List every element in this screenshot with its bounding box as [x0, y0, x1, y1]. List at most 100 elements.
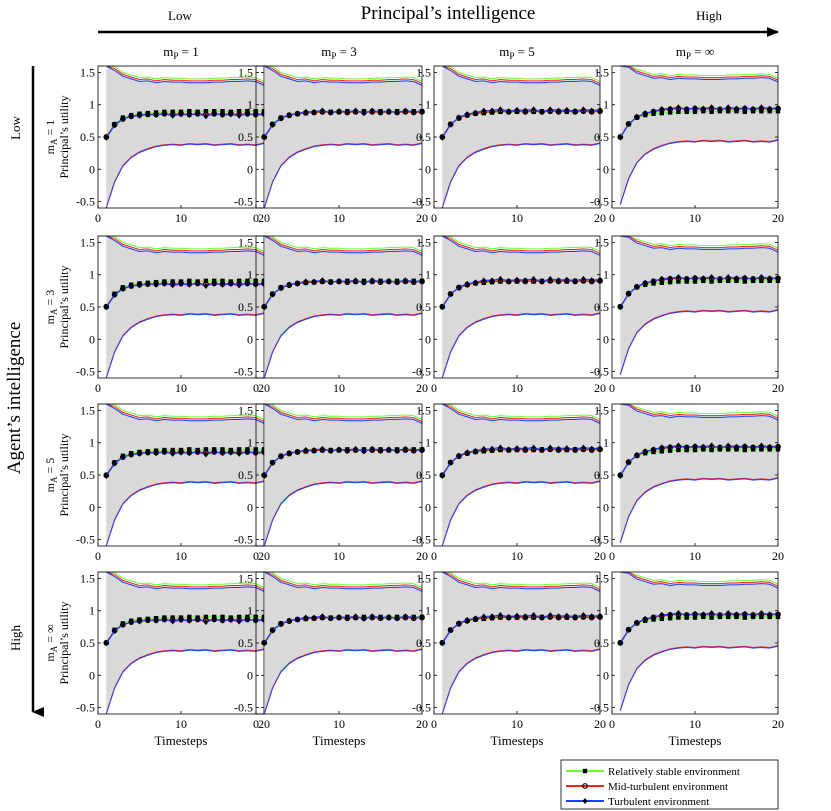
- legend: Relatively stable environment Mid-turbule…: [560, 759, 779, 810]
- series-1-point-15: [220, 278, 225, 284]
- series-3-point-14: [547, 106, 553, 113]
- series-3-point-19: [411, 278, 417, 285]
- series-3-point-9: [684, 106, 690, 113]
- y-tick-label: 1: [603, 98, 609, 112]
- series-3-point-13: [539, 108, 545, 115]
- series-3-point-4: [128, 619, 134, 626]
- row-title: mA = ∞: [43, 624, 59, 661]
- y-tick-label: -0.5: [76, 533, 95, 547]
- y-tick-label: 1: [247, 436, 253, 450]
- series-3-point-6: [481, 277, 487, 284]
- series-3-point-4: [642, 448, 648, 455]
- series-3-point-12: [195, 616, 200, 623]
- series-1-point-17: [236, 278, 242, 284]
- range-band: [106, 572, 264, 714]
- x-tick-label: 10: [333, 211, 345, 225]
- band-lower-2: [441, 480, 601, 546]
- series-3-point-19: [767, 105, 773, 112]
- x-tick-label: 10: [333, 549, 345, 563]
- band-lower-3: [105, 648, 265, 715]
- series-3-point-6: [481, 107, 487, 114]
- series-3-point-1: [103, 304, 109, 311]
- band-lower-2: [105, 480, 265, 546]
- y-tick-label: -0.5: [590, 195, 609, 209]
- top-high-label: High: [696, 8, 723, 23]
- series-3-point-15: [734, 105, 739, 112]
- x-tick-label: 10: [333, 717, 345, 731]
- band-lower-2: [263, 480, 423, 546]
- y-tick-label: 0: [247, 332, 253, 346]
- x-tick-label: 0: [95, 211, 101, 225]
- band-lower-3: [441, 648, 601, 715]
- series-3-point-19: [411, 108, 417, 115]
- y-tick-label: 1.5: [80, 403, 95, 417]
- band-upper-3: [442, 403, 601, 424]
- series-1-point-7: [667, 448, 673, 453]
- band-lower-3: [441, 142, 601, 209]
- series-3-point-16: [386, 277, 392, 284]
- series-3-point-7: [311, 614, 317, 621]
- range-band: [106, 236, 264, 378]
- y-tick-label: 1: [425, 268, 431, 282]
- band-upper-2: [620, 571, 779, 587]
- series-3-point-5: [295, 616, 300, 623]
- y-axis-label: Principal’s utility: [57, 602, 71, 685]
- series-3-point-12: [709, 273, 714, 280]
- series-3-point-1: [103, 134, 109, 141]
- series-1-point-17: [236, 108, 242, 114]
- row-title-sub: A: [49, 138, 59, 145]
- series-3-point-10: [178, 449, 184, 456]
- series-3-point-6: [659, 611, 665, 618]
- band-upper-3: [264, 571, 423, 592]
- x-tick-label: 20: [258, 381, 270, 395]
- series-3-point-5: [137, 618, 142, 625]
- series-3-point-14: [369, 277, 375, 284]
- y-tick-label: 0: [603, 668, 609, 682]
- band-upper-1: [264, 65, 423, 82]
- band-lower-3: [105, 312, 265, 379]
- x-tick-label: 20: [594, 717, 606, 731]
- series-3-point-9: [328, 447, 334, 454]
- band-lower-3: [263, 312, 423, 379]
- series-3-point-10: [336, 108, 342, 115]
- series-3-point-3: [634, 283, 640, 290]
- y-tick-label: 1.5: [238, 65, 253, 79]
- x-tick-label: 0: [609, 717, 615, 731]
- series-3-point-1: [103, 640, 109, 647]
- series-3-point-4: [128, 451, 134, 458]
- range-band: [442, 236, 600, 378]
- legend-label-2: Mid-turbulent environment: [608, 781, 728, 793]
- series-1-point-13: [203, 447, 209, 452]
- band-upper-2: [620, 65, 779, 81]
- series-3-point-15: [220, 281, 225, 288]
- row-title: mA = 3: [43, 290, 59, 325]
- x-tick-label: 0: [609, 211, 615, 225]
- y-tick-label: 1: [247, 604, 253, 618]
- series-3-point-1: [439, 472, 445, 479]
- series-3-point-3: [278, 620, 284, 627]
- series-3-point-16: [742, 274, 748, 281]
- series-1-point-8: [676, 109, 681, 115]
- series-3-point-7: [153, 281, 159, 288]
- series-1-point-11: [187, 278, 192, 284]
- y-tick-label: 1.5: [594, 65, 609, 79]
- y-tick-label: 0: [247, 162, 253, 176]
- range-band: [264, 236, 422, 378]
- y-tick-label: 1.5: [594, 403, 609, 417]
- series-1-point-12: [709, 447, 714, 453]
- y-tick-label: 0.5: [80, 300, 95, 314]
- series-3-point-10: [514, 276, 520, 283]
- series-3-point-16: [742, 610, 748, 617]
- x-tick-label: 20: [258, 549, 270, 563]
- band-upper-2: [264, 235, 423, 254]
- series-3-point-13: [717, 106, 723, 113]
- series-3-point-3: [634, 451, 640, 458]
- range-band: [106, 66, 264, 208]
- series-3-point-10: [336, 613, 342, 620]
- series-1-point-16: [742, 447, 747, 453]
- y-axis-label: Principal’s utility: [57, 96, 71, 179]
- series-3-point-5: [137, 450, 142, 457]
- x-tick-label: 0: [253, 381, 259, 395]
- y-tick-label: 1: [247, 98, 253, 112]
- x-tick-label: 10: [175, 549, 187, 563]
